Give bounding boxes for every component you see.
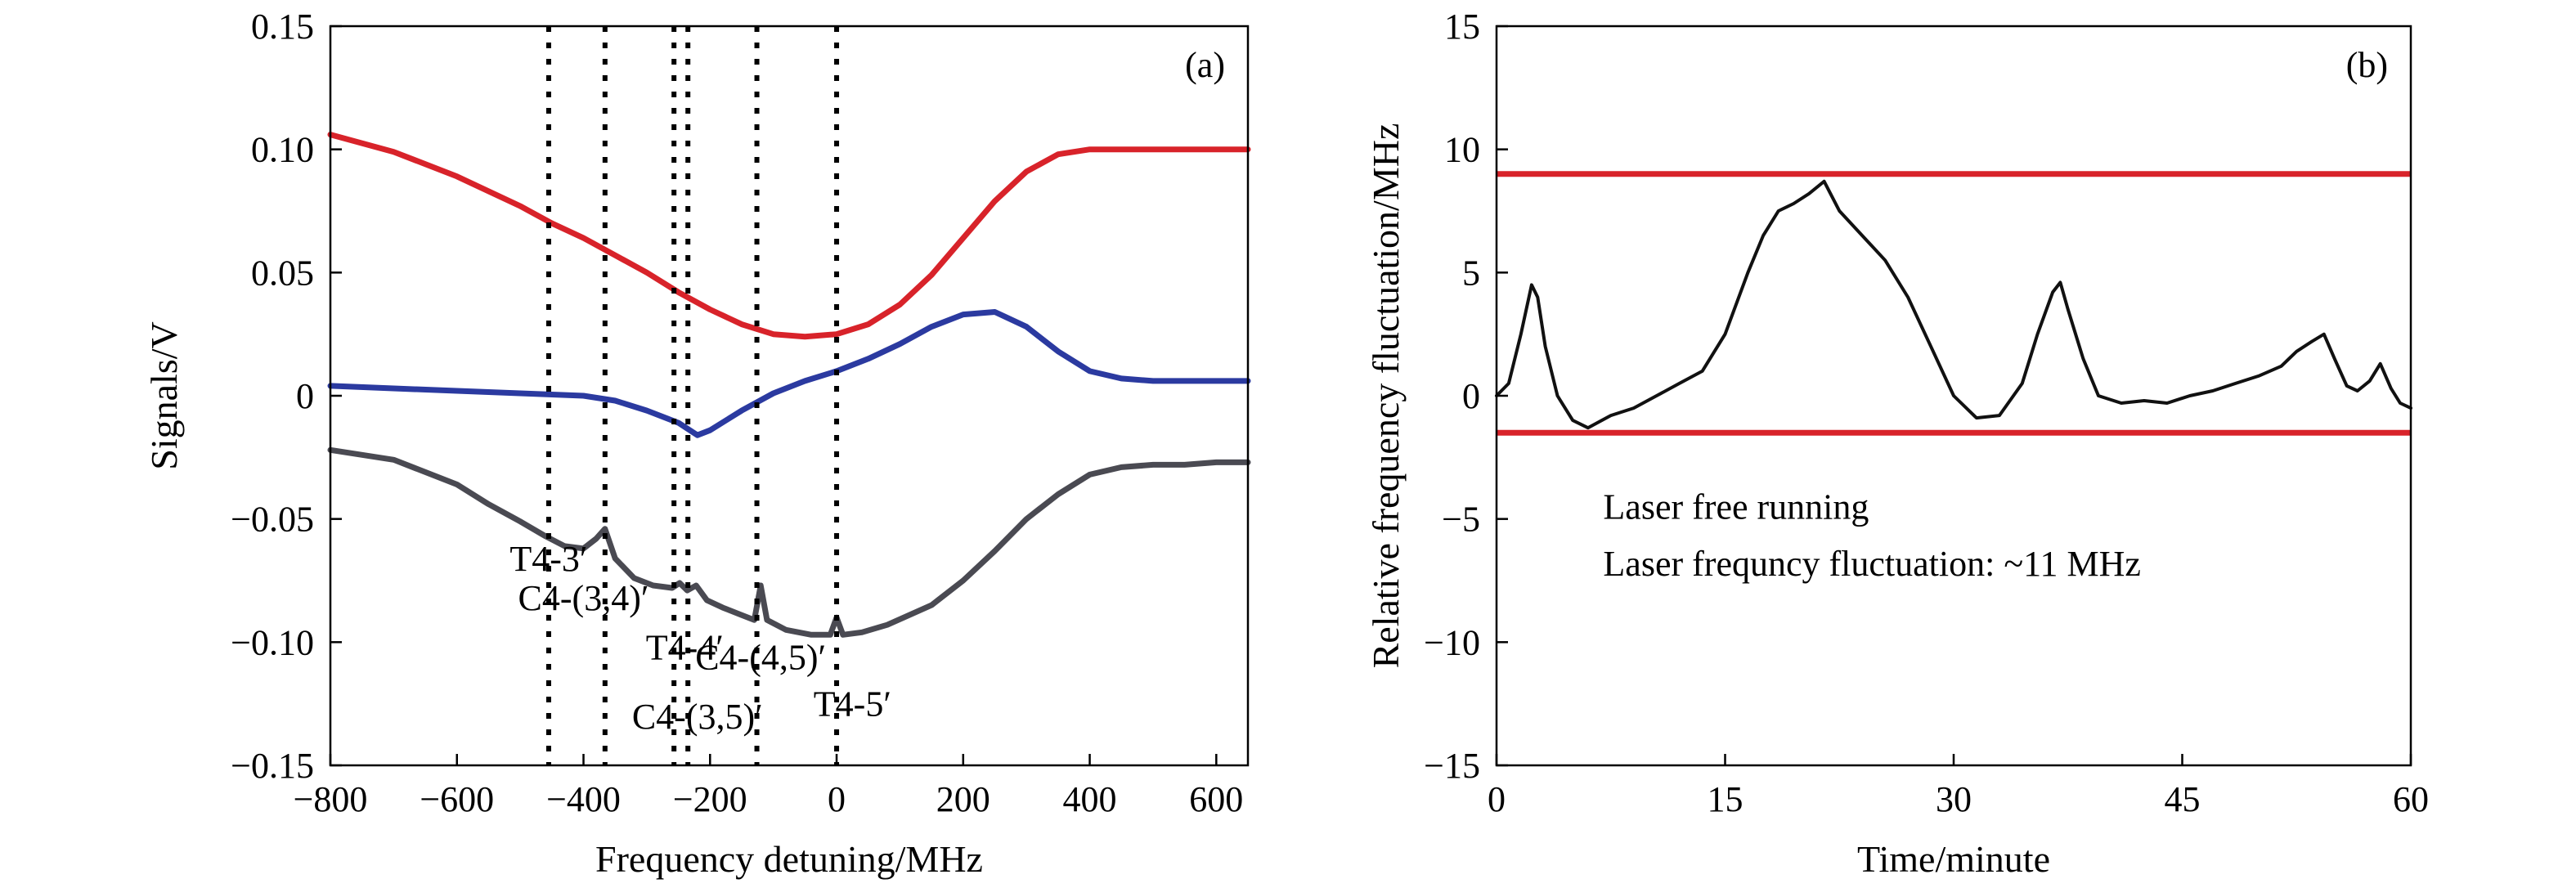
- a-xtick-label: −800: [294, 779, 368, 819]
- b-ytick-label: 5: [1462, 253, 1480, 293]
- panel-b-tag: (b): [2346, 45, 2388, 85]
- a-xtick-label: −200: [673, 779, 747, 819]
- b-ytick-label: −15: [1424, 746, 1480, 786]
- a-annotation: T4-3′: [509, 539, 587, 579]
- b-xtick-label: 60: [2393, 779, 2429, 819]
- a-ytick-label: 0: [296, 376, 314, 416]
- a-annotation: C4-(3,5)′: [632, 697, 763, 737]
- a-xtick-label: 400: [1063, 779, 1117, 819]
- a-xtick-label: 200: [936, 779, 990, 819]
- panel-a-annotations: T4-3′C4-(3,4)′ T4-4′C4-(4,5)′ C4-(3,5)′ T4-…: [509, 539, 891, 737]
- panel-a-y-ticks: −0.15 −0.10 −0.05 0 0.05 0.10 0.15: [231, 7, 342, 786]
- b-xtick-label: 0: [1488, 779, 1506, 819]
- a-ytick-label: −0.10: [231, 622, 314, 662]
- a-series-1-line: [327, 309, 1251, 438]
- a-xtick-label: 0: [828, 779, 846, 819]
- panel-b-series-group: [1495, 179, 2412, 430]
- panel-a-x-axis-label: Frequency detuning/MHz: [595, 838, 983, 880]
- panel-b-y-axis-label: Relative frequency fluctuation/MHz: [1365, 123, 1407, 669]
- panel-a-y-axis-label: Signals/V: [143, 321, 185, 469]
- b-xtick-label: 15: [1708, 779, 1744, 819]
- b-ytick-label: −10: [1424, 622, 1480, 662]
- a-series-0-line: [327, 132, 1251, 340]
- panel-a-series-group: [327, 132, 1251, 638]
- a-annotation: T4-5′: [814, 684, 891, 724]
- b-ytick-label: −5: [1442, 500, 1480, 540]
- a-ytick-label: −0.05: [231, 500, 314, 540]
- panel-a-tag: (a): [1185, 45, 1225, 85]
- panel-a-chart: −800 −600 −400 −200 0 200 400 600 −0.15−0.10−0.…: [143, 7, 1251, 880]
- b-series-0-line: [1495, 179, 2412, 430]
- a-xtick-label: −400: [546, 779, 621, 819]
- b-annotation: Laser frequncy fluctuation: ~11 MHz: [1603, 544, 2141, 584]
- b-ytick-label: 10: [1444, 130, 1480, 170]
- panel-b-x-axis-label: Time/minute: [1857, 838, 2050, 880]
- a-ytick-label: 0.15: [251, 7, 314, 47]
- a-series-2-line: [327, 446, 1251, 638]
- a-ytick-label: 0.05: [251, 253, 314, 293]
- panel-a-x-ticks: −800 −600 −400 −200 0 200 400 600: [294, 754, 1243, 819]
- a-xtick-label: −600: [420, 779, 494, 819]
- a-annotation: T4-4′: [646, 627, 724, 667]
- a-ytick-label: −0.15: [231, 746, 314, 786]
- a-annotation: C4-(4,5)′: [695, 637, 826, 677]
- b-ytick-label: 15: [1444, 7, 1480, 47]
- panel-b-x-ticks: 0 15 30 45 60: [1488, 754, 2429, 819]
- panel-b-y-ticks: −15 −10 −5 0 5 10 15: [1424, 7, 1508, 786]
- panel-b-chart: 0 15 30 45 60 −15 −10 −5 0 5 10 15 (b) Time/minute…: [1365, 7, 2429, 880]
- a-annotation: C4-(3,4)′: [518, 578, 649, 618]
- b-annotation: Laser free running: [1603, 487, 1869, 527]
- panel-b-bound-lines: [1497, 171, 2411, 436]
- a-ytick-label: 0.10: [251, 130, 314, 170]
- b-xtick-label: 45: [2165, 779, 2201, 819]
- b-ytick-label: 0: [1462, 376, 1480, 416]
- panel-b-annotations: Laser free running Laser frequncy fluctua…: [1603, 487, 2141, 584]
- b-xtick-label: 30: [1936, 779, 1972, 819]
- a-xtick-label: 600: [1189, 779, 1243, 819]
